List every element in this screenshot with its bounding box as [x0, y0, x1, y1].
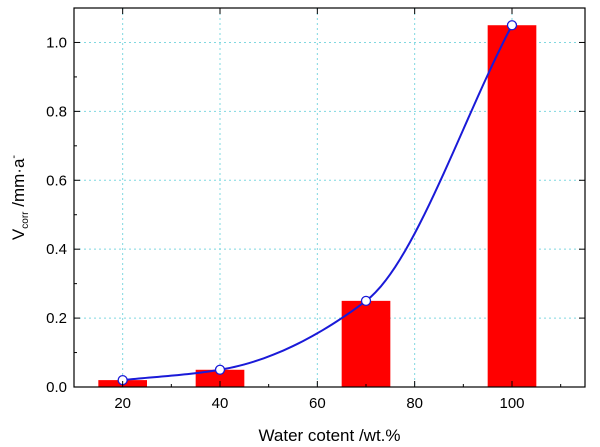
x-tick-label: 60 — [309, 395, 326, 412]
x-tick-label: 80 — [406, 395, 423, 412]
y-axis-title-rest: /mm·a — [9, 158, 28, 211]
y-tick-label: 0.6 — [46, 172, 67, 189]
y-tick-label: 0.2 — [46, 310, 67, 327]
y-tick-label: 1.0 — [46, 34, 67, 51]
bars — [98, 25, 537, 388]
trend-line-group — [117, 20, 518, 386]
bar — [341, 300, 391, 387]
y-axis-title-superscript: - — [8, 155, 20, 159]
y-axis-title-subscript: corr — [20, 211, 31, 229]
x-tick-label: 40 — [212, 395, 229, 412]
trend-point — [214, 364, 226, 375]
y-tick-label: 0.8 — [46, 103, 67, 120]
trend-line — [122, 24, 513, 382]
y-axis-title: Vcorr /mm·a- — [8, 155, 31, 240]
x-tick-label: 100 — [499, 395, 524, 412]
trend-point — [506, 20, 518, 31]
y-tick-label: 0.4 — [46, 241, 67, 258]
y-tick-label: 0.0 — [46, 379, 67, 396]
y-axis-title-base: V — [9, 228, 28, 240]
trend-point — [360, 295, 372, 307]
x-tick-label: 20 — [114, 395, 131, 412]
ticks: 20 40 60 80 100 0.0 0.2 0.4 0.6 0.8 1.0 — [46, 7, 585, 412]
plot-frame — [73, 7, 586, 388]
x-axis-title: Water cotent /wt.% — [258, 426, 400, 445]
bar — [195, 369, 245, 387]
bar — [487, 25, 537, 388]
